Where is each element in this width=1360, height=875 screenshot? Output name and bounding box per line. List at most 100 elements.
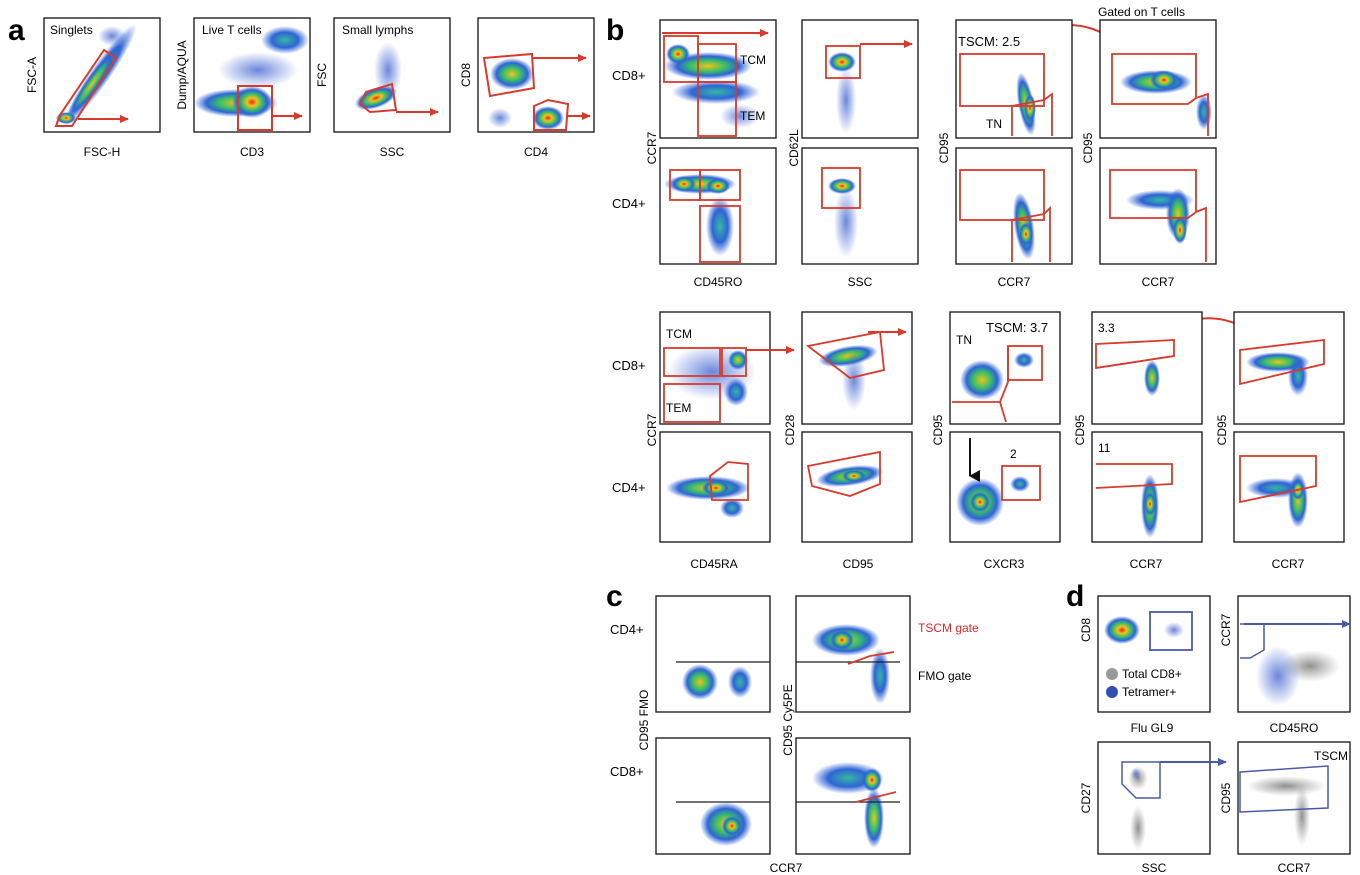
x-axis-label: CCR7 — [1142, 275, 1175, 289]
legend-swatch-tetramer — [1106, 686, 1118, 698]
tscm-gate-line — [855, 791, 897, 803]
x-axis-label: CD4 — [524, 145, 548, 159]
y-axis-label: CD8 — [1079, 618, 1093, 642]
gate-tscm — [1239, 765, 1329, 813]
x-axis-label: FSC-H — [84, 145, 121, 159]
gate-tem — [699, 205, 741, 263]
plot-a-small-lymphs: Small lymphs SSC FSC — [315, 17, 451, 159]
gate-tn — [1195, 92, 1209, 136]
density-cloud — [488, 58, 564, 130]
panel-label-c: c — [606, 580, 623, 613]
x-axis-label: CD45RA — [690, 557, 737, 571]
gate-cd28 — [806, 450, 881, 497]
gate-tscm — [1239, 338, 1325, 386]
x-axis-label: CCR7 — [770, 861, 803, 875]
x-axis-label: CCR7 — [1272, 557, 1305, 571]
fmo-gate-label: FMO gate — [918, 669, 972, 683]
gate-tn — [952, 346, 1009, 423]
plot-c-cd4-cd95 — [795, 595, 911, 713]
plot-frame — [795, 737, 911, 855]
gate-tn — [1195, 206, 1207, 262]
row-label-cd8: CD8+ — [612, 358, 646, 373]
y-axis-label: CD8 — [459, 63, 473, 87]
gate-cd62l — [821, 167, 861, 209]
plot-title: Singlets — [50, 23, 93, 37]
gate-tscm — [959, 53, 1045, 107]
plot-b2-cd8-ccr7-cd45ra: TCM TEM — [659, 311, 795, 425]
plot-b-cd8-cd95-ccr7-gated: CD95 — [1081, 19, 1217, 163]
plot-frame — [801, 431, 913, 543]
plot-b2-cd8-cd28-cd95: CD28 — [783, 311, 913, 445]
gate-tscm — [1111, 53, 1197, 105]
gate-live-t-cells — [237, 85, 273, 131]
gated-on-t-cells-header: Gated on T cells — [1098, 5, 1185, 19]
y-axis-label: CCR7 — [1219, 613, 1233, 646]
left-y-axis-label: CD95 FMO — [637, 690, 651, 751]
y-axis-label: CD95 — [931, 414, 945, 445]
gate-label-tscm: TSCM: 3.7 — [986, 320, 1048, 335]
gate-small-lymphs — [358, 82, 398, 114]
gate-cd28 — [805, 330, 885, 379]
x-axis-label: CD95 — [843, 557, 874, 571]
tscm-gate-label: TSCM gate — [918, 621, 979, 635]
x-axis-label: CCR7 — [998, 275, 1031, 289]
plot-frame — [801, 19, 919, 139]
plot-b-cd4-cd62l-ssc: SSC — [801, 147, 919, 289]
panel-b-bottom: CD8+ CD4+ CCR7 TCM TEM CD28 — [612, 311, 1345, 571]
plot-d-cd95-ccr7: TSCM CCR7 CD95 — [1219, 741, 1351, 875]
x-axis-label: SSC — [1142, 861, 1167, 875]
y-axis-label: CD27 — [1079, 782, 1093, 813]
plot-frame — [1237, 741, 1351, 855]
y-axis-label: CD28 — [783, 414, 797, 445]
panel-a: Singlets FSC-H FSC-A Live T cells CD3 Du… — [25, 17, 595, 159]
gate-tscm — [1109, 169, 1197, 219]
panel-d: Total CD8+ Tetramer+ Flu GL9 CD8 CD45RO … — [1079, 595, 1351, 875]
gate-label-tscm: TSCM: 2.5 — [958, 34, 1020, 49]
plot-c-cd4-fmo — [655, 595, 771, 713]
panel-label-a: a — [8, 14, 25, 47]
gate-label-tcm: TCM — [740, 53, 766, 67]
plot-a-live-t-cells: Live T cells CD3 Dump/AQUA — [175, 17, 311, 159]
plot-b2-cd4-ccr7-cd45ra: CD45RA — [659, 431, 771, 571]
density-cloud — [194, 26, 309, 118]
gate-tem — [663, 383, 721, 423]
y-axis-label: CD62L — [787, 129, 801, 167]
row-label-cd4: CD4+ — [610, 622, 644, 637]
gate-label-tn: TN — [956, 333, 972, 347]
gate-tn — [1011, 92, 1053, 136]
gate-label-tem: TEM — [740, 109, 765, 123]
row-label-cd8: CD8+ — [612, 68, 646, 83]
gate-tcm — [699, 169, 741, 201]
plot-title: Small lymphs — [342, 23, 413, 37]
x-axis-label: CD45RO — [1270, 721, 1319, 735]
gate-tem — [697, 81, 737, 137]
right-y-axis-label: CD95 Cy5PE — [781, 684, 795, 755]
plot-b2-cd4-cd95-cxcr3: 2 CXCR3 — [949, 431, 1061, 571]
panel-label-b: b — [606, 14, 624, 47]
gate-cd62l — [825, 45, 861, 79]
plot-b-cd4-ccr7-cd45ro: CD45RO — [659, 147, 777, 289]
x-axis-label: CXCR3 — [984, 557, 1025, 571]
plot-d-cd8-flu-gl9: Total CD8+ Tetramer+ Flu GL9 CD8 — [1079, 595, 1211, 735]
x-axis-label: CD45RO — [694, 275, 743, 289]
gate-value-11: 11 — [1098, 441, 1111, 455]
gate-label-tn: TN — [986, 117, 1002, 131]
gate-tscm — [1001, 465, 1041, 501]
gate-label-tcm: TCM — [666, 327, 692, 341]
x-axis-label: Flu GL9 — [1131, 721, 1174, 735]
gate-tn — [709, 461, 749, 501]
panel-label-d: d — [1066, 580, 1084, 613]
plot-b2-cd8-cd95-ccr7: 3.3 CD95 — [1073, 311, 1203, 445]
y-axis-label: CD95 — [1073, 414, 1087, 445]
y-axis-label: CD95 — [937, 132, 951, 163]
x-axis-label: CCR7 — [1130, 557, 1163, 571]
plot-frame — [655, 595, 771, 713]
x-axis-label: SSC — [848, 275, 873, 289]
gate-singlets — [54, 48, 118, 127]
plot-b-cd8-cd95-ccr7: TSCM: 2.5 TN CD95 — [937, 19, 1073, 163]
x-axis-label: CCR7 — [1278, 861, 1311, 875]
gate-tscm — [1095, 463, 1173, 489]
gate-tcm — [663, 347, 721, 377]
plot-c-cd8-cd95 — [795, 737, 911, 855]
